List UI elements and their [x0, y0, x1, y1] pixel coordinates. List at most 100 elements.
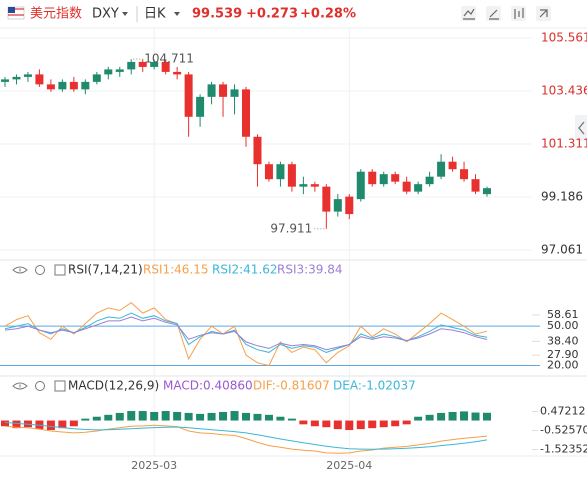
candle-body: [253, 136, 262, 165]
candle-body: [104, 69, 113, 75]
legend-entry: RSI2:41.62: [212, 263, 278, 277]
y-tick-label: 27.90: [547, 348, 579, 361]
candle-body: [379, 174, 388, 185]
settings-icon[interactable]: [35, 381, 45, 391]
macd-bar: [104, 414, 113, 421]
macd-bar: [161, 411, 170, 421]
rsi-title: RSI(7,14,21): [68, 263, 143, 277]
price: 99.539: [192, 7, 242, 22]
macd-bar: [242, 412, 250, 421]
series-line: [4, 312, 488, 353]
candle-body: [299, 184, 308, 187]
candle-body: [414, 184, 423, 192]
candle-body: [230, 89, 239, 97]
candle-body: [69, 81, 78, 90]
legend-entry: DEA:-1.02037: [333, 379, 416, 393]
legend-entry: RSI1:46.15: [143, 263, 209, 277]
macd-bar: [207, 412, 216, 421]
candle-body: [58, 81, 67, 90]
macd-bar: [414, 416, 423, 421]
eye-icon[interactable]: [12, 266, 28, 274]
indicator-icon[interactable]: [54, 380, 66, 392]
candle-body: [437, 161, 446, 177]
macd-bar: [115, 412, 124, 421]
tool-button[interactable]: [461, 6, 476, 21]
candle-body: [1, 79, 9, 82]
candle-body: [391, 174, 400, 182]
annotation: 97.911: [270, 221, 312, 235]
macd-bar: [356, 420, 365, 430]
settings-icon[interactable]: [35, 265, 45, 275]
indicator-icon[interactable]: [54, 264, 66, 276]
candle-body: [219, 84, 228, 97]
candle-body: [207, 84, 216, 97]
series-line: [4, 316, 488, 351]
candle-body: [460, 169, 469, 180]
candle-body: [173, 71, 182, 75]
period[interactable]: 日K: [144, 7, 166, 22]
macd-bar: [391, 420, 400, 427]
macd-bar: [150, 411, 159, 421]
macd-bar: [1, 420, 9, 427]
y-tick-label: 38.40: [547, 334, 579, 347]
change-pct: +0.28%: [300, 7, 356, 22]
candle-body: [356, 171, 365, 200]
y-tick-label: 58.61: [547, 308, 579, 321]
series-line: [4, 301, 488, 367]
series-line: [4, 424, 488, 454]
macd-bar: [425, 414, 434, 421]
series-line: [4, 421, 488, 450]
y-tick-label: 0.47212: [540, 405, 586, 418]
tool-icon: [514, 8, 524, 19]
macd-bar: [368, 420, 377, 429]
macd-bar: [299, 420, 308, 425]
macd-bar: [322, 420, 331, 428]
macd-bar: [219, 411, 228, 421]
macd-bar: [437, 412, 446, 421]
macd-bar: [483, 412, 491, 421]
collapse-button[interactable]: [575, 115, 587, 141]
candle-body: [127, 61, 136, 70]
dropdown-arrow[interactable]: [122, 12, 128, 16]
legend-entry: DIF:-0.81607: [253, 379, 330, 393]
candle-body: [310, 184, 319, 187]
dropdown-arrow[interactable]: [174, 12, 180, 16]
macd-bar: [345, 420, 354, 431]
candle-body: [333, 199, 342, 212]
candle-body: [242, 89, 250, 137]
macd-bar: [471, 412, 480, 421]
macd-bar: [58, 420, 67, 429]
candle-body: [35, 74, 44, 85]
candle-body: [81, 81, 90, 90]
candle-body: [276, 164, 285, 180]
macd-bar: [264, 414, 273, 421]
symbol-code[interactable]: DXY: [92, 7, 119, 22]
eye-icon[interactable]: [12, 382, 28, 390]
y-tick-label: 20.00: [547, 358, 579, 371]
tool-icon: [489, 9, 499, 20]
legend-entry: MACD:0.40860: [163, 379, 253, 393]
macd-bar: [92, 416, 101, 421]
candle-body: [402, 181, 411, 192]
change: +0.273: [246, 7, 298, 22]
macd-bar: [448, 411, 457, 421]
x-tick-label: 2025-04: [326, 459, 372, 472]
candle-body: [138, 61, 147, 67]
macd-bar: [310, 420, 319, 427]
symbol-name[interactable]: 美元指数: [30, 7, 82, 22]
x-tick-label: 2025-03: [131, 459, 177, 472]
macd-title: MACD(12,26,9): [68, 379, 159, 393]
macd-bar: [196, 413, 205, 421]
candle-body: [264, 164, 273, 180]
top-bar: 美元指数 DXY 日K 99.539 +0.273 +0.28%: [7, 6, 551, 22]
candle-body: [23, 74, 32, 77]
y-tick-label: 101.311: [541, 136, 587, 150]
candle-body: [196, 96, 205, 117]
collapse-icon: [578, 121, 585, 135]
macd-bar: [230, 411, 239, 421]
y-tick-label: -1.52352: [540, 443, 587, 456]
candle-body: [322, 186, 331, 212]
macd-bar: [402, 420, 411, 425]
candle-body: [425, 176, 434, 185]
